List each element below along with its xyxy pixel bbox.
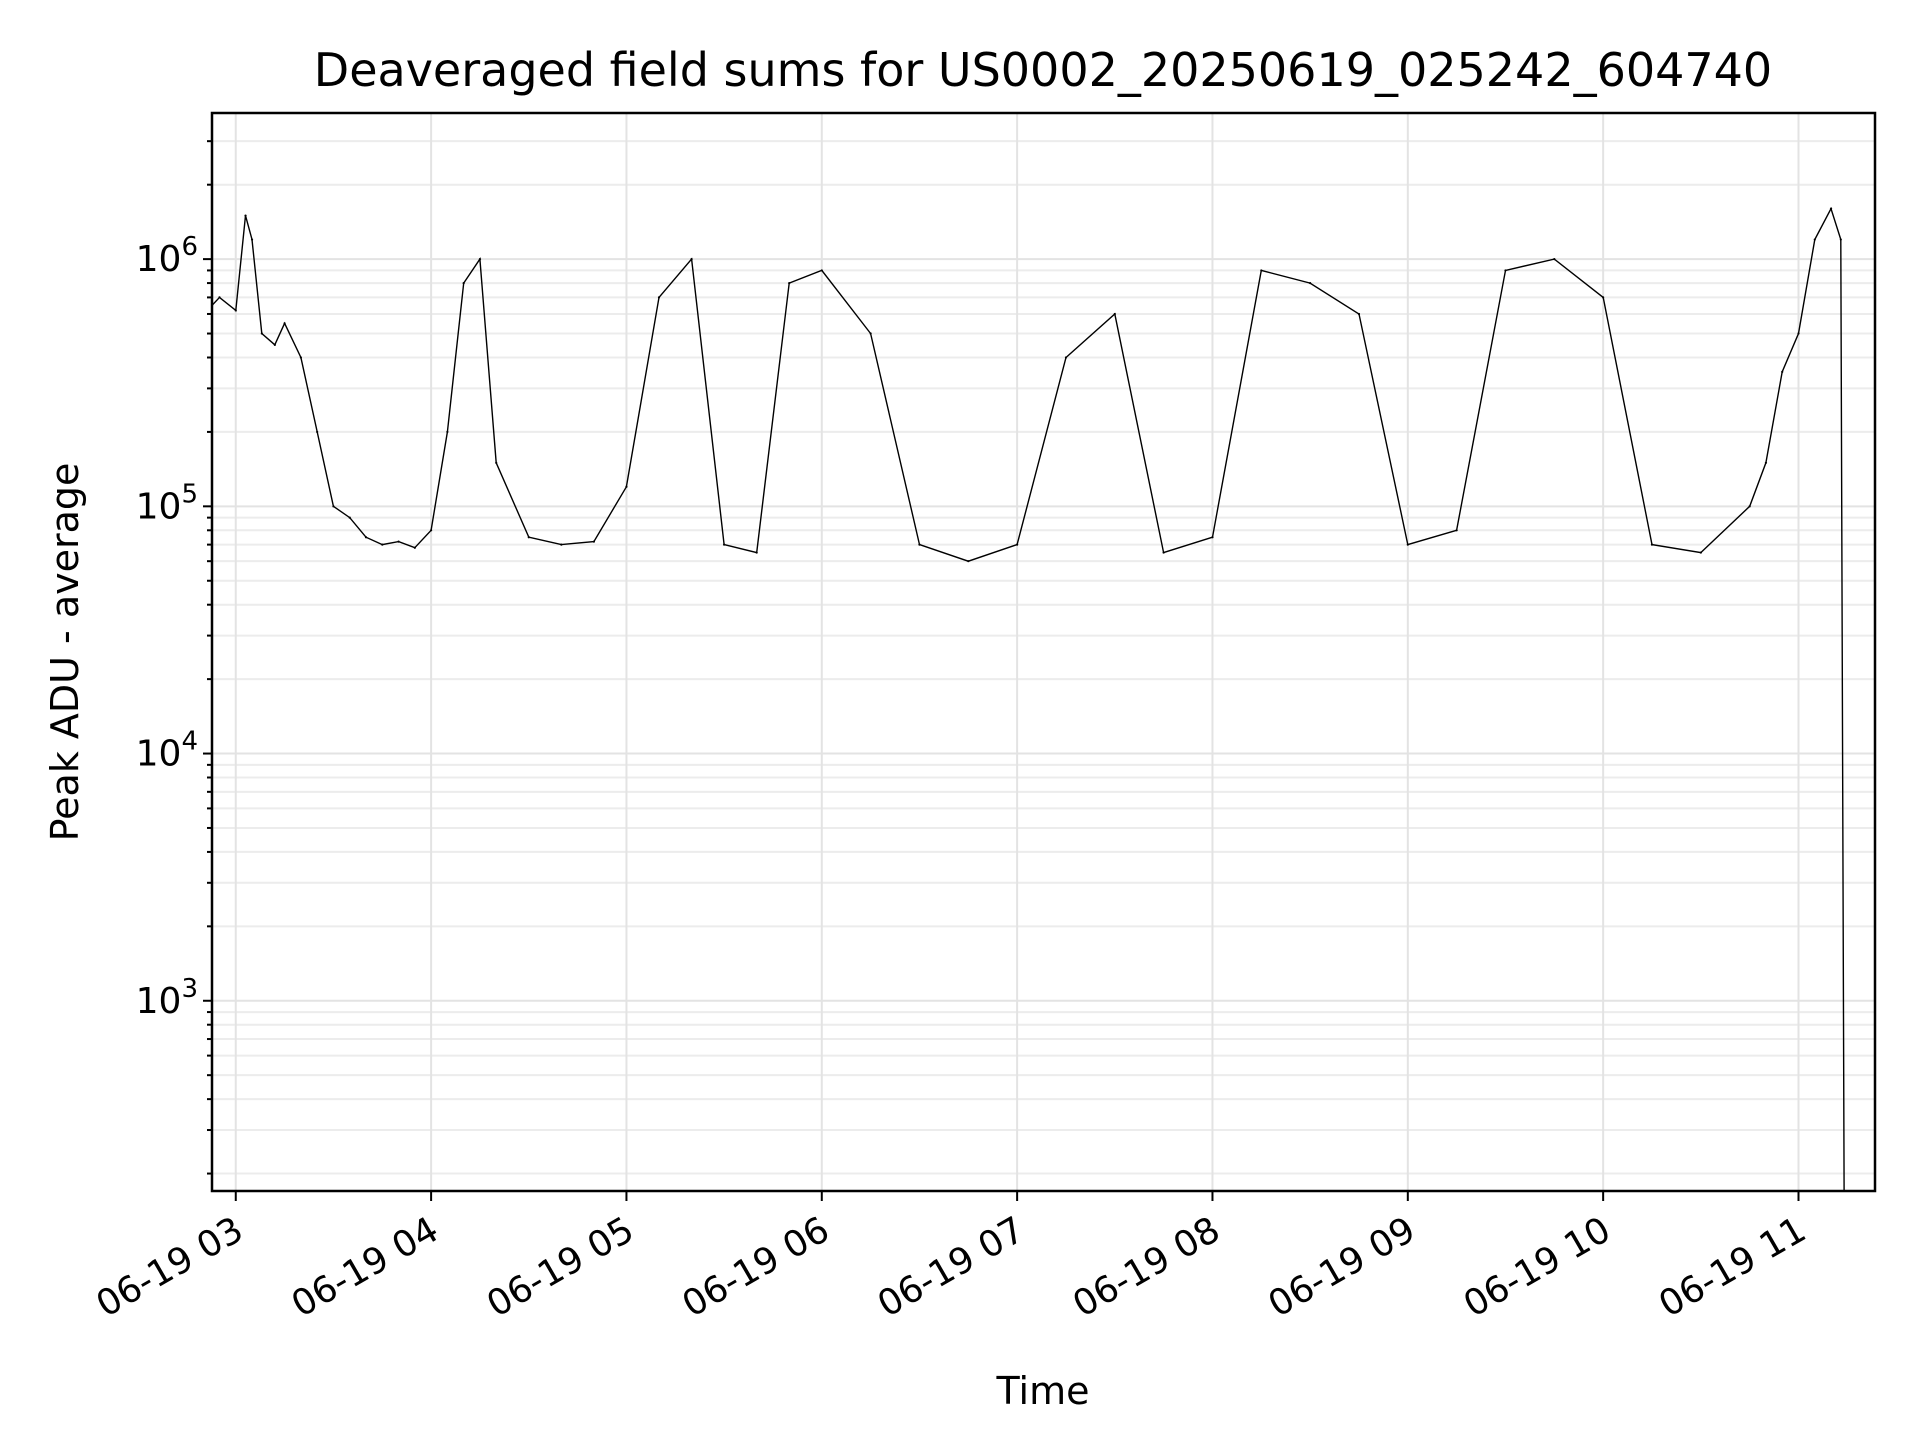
data-point	[446, 430, 449, 434]
grid	[212, 113, 1875, 1191]
data-point	[1357, 312, 1361, 316]
y-tick-label-base: 10	[136, 734, 182, 775]
data-point	[1748, 505, 1751, 508]
data-point	[364, 536, 368, 539]
data-point	[1455, 529, 1458, 532]
data-point	[1309, 281, 1312, 285]
y-tick-label-base: 10	[136, 239, 182, 280]
data-point	[527, 536, 530, 539]
data-point	[1162, 551, 1165, 554]
y-tick-label: 105	[136, 479, 198, 527]
data-point	[1813, 238, 1816, 241]
data-point	[1797, 332, 1800, 335]
data-point	[592, 540, 595, 543]
data-point	[1406, 543, 1409, 546]
data-point	[381, 543, 384, 546]
data-point	[1650, 543, 1654, 546]
y-tick-label: 104	[136, 727, 198, 775]
data-point	[1113, 312, 1116, 316]
data-point	[1781, 370, 1784, 373]
data-point	[1839, 238, 1842, 241]
data-point	[1699, 551, 1702, 554]
data-point	[462, 281, 465, 285]
data-point	[299, 356, 302, 359]
data-point	[967, 560, 970, 563]
data-point	[273, 343, 276, 346]
data-point	[244, 214, 247, 217]
data-point	[1260, 269, 1263, 272]
data-point	[1829, 207, 1833, 210]
data-point	[397, 540, 400, 543]
data-point	[723, 543, 726, 546]
data-point	[316, 430, 319, 434]
data-point	[250, 238, 254, 241]
data-point	[625, 485, 628, 488]
data-point	[918, 543, 921, 546]
data-point	[690, 258, 693, 261]
y-tick-label: 106	[136, 232, 198, 280]
y-tick-label-base: 10	[136, 486, 182, 527]
data-point	[1602, 296, 1605, 299]
data-point	[869, 332, 872, 335]
x-axis-label: Time	[996, 1369, 1090, 1413]
data-point	[234, 309, 237, 312]
data-point	[788, 281, 791, 285]
chart-title: Deaveraged field sums for US0002_2025061…	[314, 43, 1772, 97]
plot-frame	[210, 111, 1877, 1193]
data-point	[1504, 269, 1507, 272]
data-point	[478, 258, 482, 261]
data-point	[820, 269, 823, 272]
data-point	[755, 551, 758, 554]
data-point	[1764, 461, 1768, 464]
data-point	[348, 516, 351, 519]
y-tick-label-exponent: 3	[181, 974, 198, 1004]
data-point	[1064, 356, 1068, 359]
data-point	[1553, 258, 1556, 261]
y-tick-label-exponent: 4	[181, 727, 198, 757]
y-axis-label: Peak ADU - average	[43, 463, 87, 842]
series-line-group	[212, 206, 1846, 1191]
data-point	[657, 296, 661, 299]
data-point	[1211, 536, 1214, 539]
data-point	[260, 332, 263, 335]
y-tick-label-base: 10	[136, 981, 182, 1022]
data-point	[560, 543, 563, 546]
y-tick-label-exponent: 6	[181, 232, 198, 262]
data-point	[218, 296, 221, 299]
data-point	[413, 546, 416, 549]
y-tick-label-exponent: 5	[181, 479, 198, 509]
data-point	[430, 529, 433, 532]
data-point	[332, 505, 335, 508]
data-point	[283, 322, 286, 325]
data-point	[495, 461, 498, 464]
data-point	[1016, 543, 1019, 546]
y-tick-label: 103	[136, 974, 198, 1022]
